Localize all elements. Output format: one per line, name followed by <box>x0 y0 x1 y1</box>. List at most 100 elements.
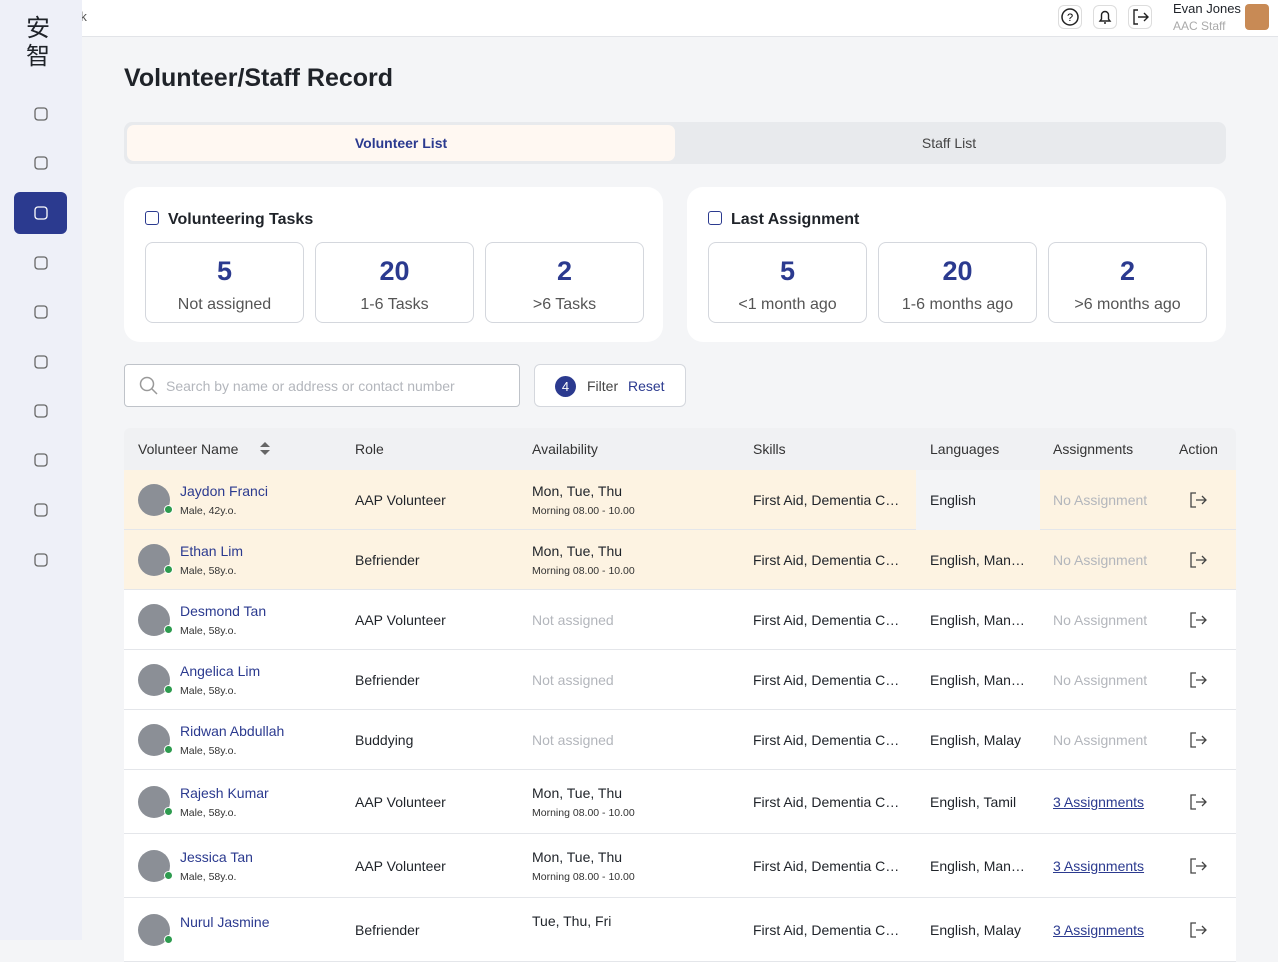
availability: Not assigned <box>532 612 614 628</box>
volunteer-name[interactable]: Jessica Tan <box>180 849 253 865</box>
action-button[interactable] <box>1188 610 1208 630</box>
skills: First Aid, Dementia C… <box>753 732 900 748</box>
languages: English, Malay <box>930 732 1022 748</box>
volunteer-details: Male, 58y.o. <box>180 745 237 757</box>
nav-icon <box>33 404 48 418</box>
action-button[interactable] <box>1188 670 1208 690</box>
nav-item[interactable] <box>14 439 67 481</box>
filter-label: Filter <box>587 378 619 394</box>
assignments[interactable]: 3 Assignments <box>1053 858 1145 874</box>
table-row: Nurul Jasmine Befriender Tue, Thu, Fri Firs… <box>124 898 1236 962</box>
logout-button[interactable] <box>1128 5 1152 29</box>
nav-item[interactable] <box>14 93 67 135</box>
nav-icon <box>33 256 48 270</box>
action-button[interactable] <box>1188 920 1208 940</box>
action-button[interactable] <box>1188 730 1208 750</box>
languages: English, Man… <box>930 672 1025 688</box>
role: AAP Volunteer <box>355 858 446 874</box>
bell-icon <box>1098 10 1112 24</box>
tab[interactable]: Staff List <box>921 135 977 151</box>
sidebar: 安智 <box>0 0 82 940</box>
tab-bar: Volunteer List Staff List <box>124 122 1226 164</box>
nav-item[interactable] <box>14 489 67 531</box>
help-button[interactable]: ? <box>1058 5 1082 29</box>
action-button[interactable] <box>1188 550 1208 570</box>
action-button[interactable] <box>1188 856 1208 876</box>
sort-icon[interactable] <box>260 450 270 455</box>
column-header: Languages <box>930 441 1000 457</box>
search-box[interactable]: Search by name or address or contact num… <box>124 364 520 407</box>
column-header: Assignments <box>1053 441 1134 457</box>
action-button[interactable] <box>1188 792 1208 812</box>
table-row: Jaydon Franci Male, 42y.o. AAP Volunteer Mo… <box>124 470 1236 530</box>
user-name: Evan Jones <box>1173 1 1241 16</box>
table-row: Angelica Lim Male, 58y.o. Befriender Not as… <box>124 650 1236 710</box>
nav-item[interactable] <box>14 192 67 234</box>
assignments[interactable]: 3 Assignments <box>1053 922 1145 938</box>
action-icon <box>1190 492 1207 508</box>
column-header: Skills <box>753 441 786 457</box>
role: Befriender <box>355 672 420 688</box>
user-avatar[interactable] <box>1245 4 1269 30</box>
volunteer-details: Male, 58y.o. <box>180 565 237 577</box>
volunteer-name[interactable]: Desmond Tan <box>180 603 267 619</box>
stat-box: 2 >6 months ago <box>1048 242 1207 323</box>
stat-box: 20 1-6 Tasks <box>315 242 474 323</box>
action-icon <box>1190 922 1207 938</box>
action-icon <box>1190 612 1207 628</box>
stat-value: 20 <box>942 256 973 286</box>
action-icon <box>1190 732 1207 748</box>
filter-button[interactable]: 4 Filter Reset <box>534 364 686 407</box>
stat-value: 5 <box>216 256 233 286</box>
action-icon <box>1190 552 1207 568</box>
nav-item[interactable] <box>14 539 67 581</box>
nav-item[interactable] <box>14 242 67 284</box>
skills: First Aid, Dementia C… <box>753 612 900 628</box>
volunteer-name[interactable]: Jaydon Franci <box>180 483 268 499</box>
skills: First Aid, Dementia C… <box>753 922 900 938</box>
stat-box: 5 <1 month ago <box>708 242 867 323</box>
table-row: Ridwan Abdullah Male, 58y.o. Buddying Not a… <box>124 710 1236 770</box>
stat-label: <1 month ago <box>738 296 837 313</box>
tab-active[interactable]: Volunteer List <box>127 125 675 161</box>
availability: Not assigned <box>532 672 614 688</box>
role: AAP Volunteer <box>355 612 446 628</box>
sort-icon[interactable] <box>260 442 270 447</box>
nav-item[interactable] <box>14 390 67 432</box>
availability-time: Morning 08.00 - 10.00 <box>532 505 635 517</box>
languages: English, Tamil <box>930 794 1017 810</box>
role: Befriender <box>355 922 420 938</box>
reset-link[interactable]: Reset <box>628 378 665 394</box>
assignments[interactable]: 3 Assignments <box>1053 794 1145 810</box>
languages: English, Man… <box>930 858 1025 874</box>
nav-item[interactable] <box>14 142 67 184</box>
volunteer-name[interactable]: Rajesh Kumar <box>180 785 269 801</box>
nav-icon <box>33 355 48 369</box>
status-dot <box>164 505 173 514</box>
notification-button[interactable] <box>1093 5 1117 29</box>
nav-icon <box>33 107 48 121</box>
stat-box: 2 >6 Tasks <box>485 242 644 323</box>
availability: Mon, Tue, Thu <box>532 543 623 559</box>
cell-highlight <box>916 470 1040 530</box>
top-bar: Back ? Evan Jones AAC Staff <box>0 0 1278 37</box>
volunteer-name[interactable]: Ethan Lim <box>180 543 244 559</box>
card-icon <box>708 211 722 225</box>
nav-item[interactable] <box>14 291 67 333</box>
nav-item[interactable] <box>14 341 67 383</box>
volunteer-name[interactable]: Angelica Lim <box>180 663 261 679</box>
volunteer-name[interactable]: Ridwan Abdullah <box>180 723 285 739</box>
assignments: No Assignment <box>1053 552 1148 568</box>
languages: English <box>930 492 976 508</box>
assignments: No Assignment <box>1053 492 1148 508</box>
action-icon <box>1190 858 1207 874</box>
action-button[interactable] <box>1188 490 1208 510</box>
column-header: Volunteer Name <box>138 441 239 457</box>
volunteer-name[interactable]: Nurul Jasmine <box>180 914 270 930</box>
card-title: Volunteering Tasks <box>168 211 314 228</box>
role: Befriender <box>355 552 420 568</box>
search-icon <box>139 376 158 395</box>
stat-label: >6 Tasks <box>532 296 597 313</box>
volunteer-details: Male, 58y.o. <box>180 625 237 637</box>
nav-icon <box>33 553 48 567</box>
